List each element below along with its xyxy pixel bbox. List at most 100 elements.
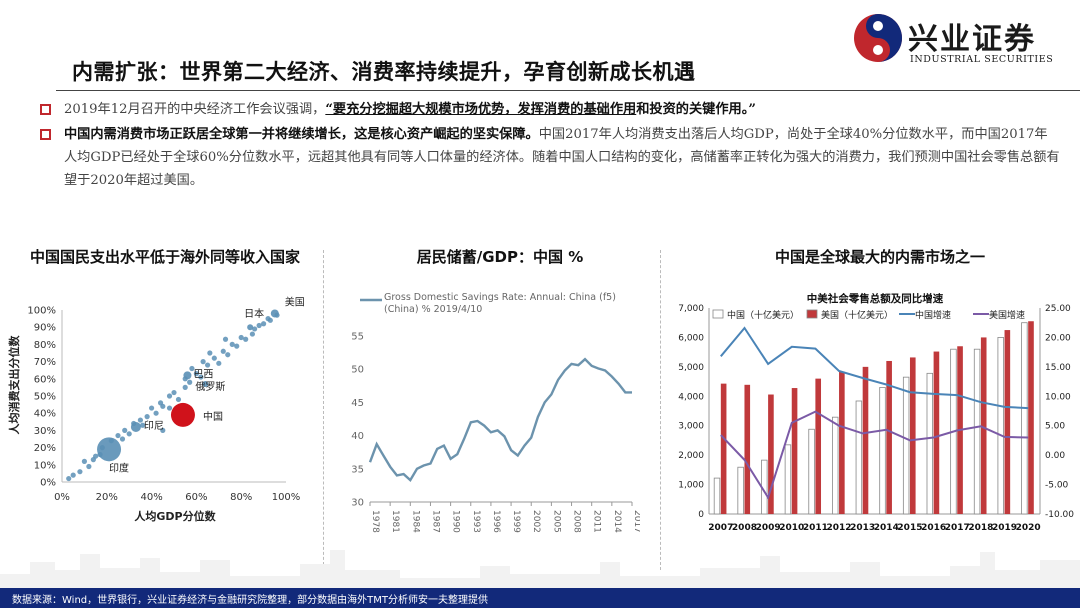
scatter-y-tick: 20% [34, 443, 56, 454]
combo-y2-tick: -10.00 [1045, 510, 1074, 520]
line-x-tick: 2008 [572, 510, 582, 533]
line-y-tick: 30 [351, 498, 364, 509]
scatter-point [166, 405, 173, 411]
scatter-point [234, 343, 240, 349]
scatter-point [200, 359, 206, 365]
scatter-y-tick: 30% [34, 426, 56, 437]
scatter-point [249, 331, 255, 337]
scatter-point [261, 321, 267, 327]
line-x-tick: 1978 [370, 510, 380, 533]
combo-bar-china [902, 376, 910, 515]
scatter-point [187, 379, 193, 385]
scatter-chart: 人均消费支出分位数 人均GDP分位数 0% 10% 20% 30% 40% 50% 60% 7… [7, 295, 305, 523]
combo-bar-usa [886, 360, 892, 514]
title-divider [56, 90, 1080, 91]
line-x-tick: 2017 [632, 510, 640, 533]
scatter-point-labeled [270, 309, 279, 318]
bullet-2-text-b: 中国2017年人均消费支出落后人均GDP，尚处于全球40%分位数水平，而中国20… [64, 127, 1060, 188]
bullet-item-1: 2019年12月召开的中央经济工作会议强调，“要充分挖掘超大规模市场优势，发挥消… [40, 98, 1060, 121]
scatter-x-tick: 60% [185, 492, 207, 503]
combo-bar-china [926, 372, 934, 515]
scatter-y-tick: 40% [34, 409, 56, 420]
scatter-y-tick: 60% [34, 374, 56, 385]
line-y-tick: 40 [351, 431, 364, 442]
scatter-point [243, 336, 249, 342]
scatter-xlabel: 人均GDP分位数 [134, 509, 216, 523]
scatter-point-label: 印度 [109, 461, 129, 474]
scatter-x-tick: 20% [96, 492, 118, 503]
scatter-point [175, 396, 182, 403]
combo-y-tick: 4,000 [678, 392, 704, 402]
skyline-watermark [0, 550, 1080, 588]
footer-bar: 数据来源：Wind，世界银行，兴业证券经济与金融研究院整理，部分数据由海外TMT… [0, 588, 1080, 608]
scatter-point [211, 355, 217, 361]
scatter-point [86, 463, 92, 470]
combo-x-tick: 2019 [992, 523, 1017, 533]
combo-x-tick: 2015 [897, 523, 922, 533]
scatter-point [216, 360, 222, 366]
combo-bar-usa [839, 371, 845, 514]
bullet-list: 2019年12月召开的中央经济工作会议强调，“要充分挖掘超大规模市场优势，发挥消… [40, 98, 1060, 194]
combo-bar-china [832, 416, 839, 515]
combo-x-tick: 2010 [779, 523, 804, 533]
combo-bar-usa [980, 337, 987, 514]
scatter-point [126, 431, 132, 437]
line-x-tick: 2002 [531, 510, 541, 533]
scatter-x-tick: 0% [54, 492, 70, 503]
scatter-x-tick: 80% [230, 492, 252, 503]
combo-x-tick: 2020 [1016, 523, 1041, 533]
bullet-1-text-a: 2019年12月召开的中央经济工作会议强调， [64, 102, 326, 117]
left-panel-title: 中国国民支出水平低于海外同等收入国家 [29, 248, 300, 266]
combo-bar-usa [909, 357, 916, 514]
line-x-tick: 2011 [592, 510, 602, 533]
line-y-tick: 50 [351, 365, 364, 376]
scatter-point [189, 365, 195, 372]
line-x-tick: 2005 [551, 510, 561, 533]
footer-source: 数据来源：Wind，世界银行，兴业证券经济与金融研究院整理，部分数据由海外TMT… [12, 595, 488, 606]
scatter-point [122, 427, 128, 433]
line-x-tick: 1999 [511, 510, 521, 533]
combo-bar-china [713, 477, 721, 515]
scatter-point [229, 341, 235, 347]
combo-bar-usa [862, 366, 869, 514]
combo-bar-china [808, 428, 815, 515]
combo-bar-china [997, 337, 1004, 515]
line-x-tick: 1990 [451, 510, 461, 533]
scatter-point-labeled [183, 371, 192, 380]
combo-x-tick: 2012 [827, 523, 852, 533]
scatter-point [205, 362, 211, 368]
line-y-tick: 55 [351, 332, 364, 343]
scatter-point [267, 317, 273, 323]
combo-y2-tick: 0.00 [1045, 451, 1065, 461]
scatter-x-tick: 100% [272, 492, 301, 503]
panel-divider-left [323, 250, 324, 570]
bullet-square-icon [40, 129, 51, 140]
bullet-item-2: 中国内需消费市场正跃居全球第一并将继续增长，这是核心资产崛起的坚实保障。中国20… [40, 123, 1060, 192]
scatter-point-labeled [170, 402, 195, 427]
scatter-point [198, 374, 204, 380]
combo-y2-tick: 20.00 [1045, 333, 1071, 343]
combo-y2-tick: 15.00 [1045, 363, 1071, 373]
combo-y-tick: 6,000 [678, 333, 704, 343]
panel-divider-right [660, 250, 661, 570]
scatter-y-tick: 100% [27, 306, 56, 317]
logo-name: 兴业证券 [908, 22, 1036, 57]
scatter-point [171, 389, 177, 396]
combo-legend-swatch [712, 309, 724, 319]
combo-y-tick: 3,000 [678, 422, 704, 432]
combo-y-tick: 2,000 [678, 451, 704, 461]
line-x-tick: 1981 [390, 510, 400, 533]
combo-bar-usa [1004, 330, 1011, 514]
scatter-x-tick: 40% [140, 492, 162, 503]
combo-x-tick: 2008 [732, 523, 757, 533]
scatter-point [81, 458, 87, 464]
scatter-point-label: 巴西 [193, 368, 213, 380]
combo-bar-usa [720, 383, 727, 514]
scatter-point [225, 352, 231, 358]
scatter-point [182, 384, 188, 390]
scatter-y-tick: 10% [34, 460, 56, 471]
scatter-y-tick: 50% [34, 392, 56, 403]
scatter-point-label: 俄罗斯 [195, 380, 225, 393]
scatter-ylabel: 人均消费支出分位数 [7, 335, 21, 435]
combo-bar-usa [1028, 321, 1034, 514]
